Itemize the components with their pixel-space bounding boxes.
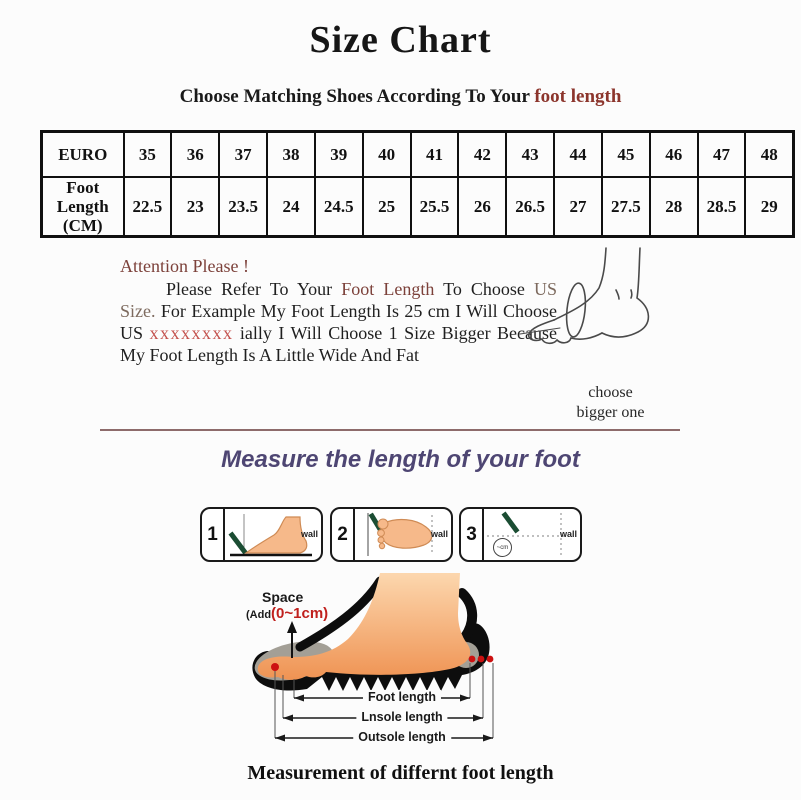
step-number: 1 xyxy=(202,509,225,560)
euro-header: EURO xyxy=(40,130,125,178)
euro-cell: 35 xyxy=(122,130,173,178)
measure-step-3: 3 ~cm wall xyxy=(459,507,582,562)
step-number: 3 xyxy=(461,509,484,560)
step-1-illustration xyxy=(228,514,312,557)
choose-note-line2: bigger one xyxy=(576,404,645,421)
step-2-illustration xyxy=(367,512,433,556)
measure-step-1: 1 wall xyxy=(200,507,323,562)
wall-label: wall xyxy=(300,529,318,540)
wall-label: wall xyxy=(430,529,448,540)
euro-cell: 43 xyxy=(505,130,556,178)
cm-cell: 22.5 xyxy=(122,176,173,238)
cm-cell: 25.5 xyxy=(409,176,460,238)
size-chart-table: EURO 35 36 37 38 39 40 41 42 43 44 45 46… xyxy=(40,130,795,239)
cm-cell: 26.5 xyxy=(505,176,556,238)
cm-cell: 27.5 xyxy=(600,176,651,238)
attention-paragraph: Please Refer To Your Foot Length To Choo… xyxy=(120,278,557,366)
attention-us-size: US Size. xyxy=(120,279,558,321)
euro-cell: 45 xyxy=(600,130,651,178)
choose-note-line1: choose xyxy=(588,384,633,401)
cm-cell: 26 xyxy=(457,176,508,238)
foot-sketch-illustration xyxy=(519,247,650,345)
measure-step-2: 2 wall xyxy=(330,507,453,562)
space-label: Space xyxy=(262,589,304,605)
subtitle-highlight: foot length xyxy=(534,86,622,107)
cm-cell: 23.5 xyxy=(218,176,269,238)
table-row-euro: EURO 35 36 37 38 39 40 41 42 43 44 45 46… xyxy=(40,130,795,178)
foot-length-header: Foot Length (CM) xyxy=(40,176,125,238)
euro-cell: 48 xyxy=(744,130,795,178)
attention-text: For Example My Foot Length Is 25 cm I Wi… xyxy=(120,301,557,343)
foot-measurement-diagram: Space (Add(0~1cm) Foot length Lnsole len… xyxy=(222,573,582,765)
foot-length-label: Foot length xyxy=(362,690,442,704)
table-row-foot-length: Foot Length (CM) 22.5 23 23.5 24 24.5 25… xyxy=(40,176,795,238)
attention-text: Please Refer To Your xyxy=(166,279,342,299)
subtitle: Choose Matching Shoes According To Your … xyxy=(0,86,801,108)
cm-cell: 27 xyxy=(553,176,603,238)
cm-circle: ~cm xyxy=(493,538,512,557)
attention-text: ially I Will Choose 1 Size Bigger Becaus… xyxy=(120,323,557,365)
cm-cell: 25 xyxy=(361,176,412,238)
euro-cell: 41 xyxy=(409,130,460,178)
shoe-diagram-illustration xyxy=(252,573,494,742)
step-3-illustration xyxy=(487,511,565,556)
attention-title: Attention Please ! xyxy=(120,256,249,276)
cm-cell: 24 xyxy=(266,176,316,238)
choose-bigger-note: choose bigger one xyxy=(543,383,678,423)
space-add-label: (Add(0~1cm) xyxy=(246,605,328,622)
euro-cell: 36 xyxy=(170,130,221,178)
cm-cell: 28 xyxy=(648,176,699,238)
subtitle-text: Choose Matching Shoes According To Your xyxy=(179,86,535,107)
step-number: 2 xyxy=(332,509,355,560)
euro-cell: 44 xyxy=(553,130,603,178)
euro-cell: 46 xyxy=(648,130,699,178)
insole-length-label: Lnsole length xyxy=(356,710,448,724)
euro-cell: 38 xyxy=(266,130,316,178)
euro-cell: 47 xyxy=(696,130,747,178)
add-value: (0~1cm) xyxy=(271,605,329,622)
cm-cell: 23 xyxy=(170,176,221,238)
section-divider xyxy=(100,429,680,431)
attention-block: Attention Please ! Please Refer To Your … xyxy=(120,255,557,366)
euro-cell: 42 xyxy=(457,130,508,178)
attention-foot-length: Foot Length xyxy=(341,279,435,299)
euro-cell: 37 xyxy=(218,130,269,178)
page-title: Size Chart xyxy=(309,19,492,61)
wall-label: wall xyxy=(559,529,577,540)
add-text: (Add xyxy=(246,609,272,621)
cm-cell: 28.5 xyxy=(696,176,747,238)
cm-cell: 24.5 xyxy=(313,176,364,238)
outsole-length-label: Outsole length xyxy=(353,730,451,744)
attention-text: To Choose xyxy=(434,279,534,299)
attention-censored: xxxxxxxx xyxy=(149,323,234,343)
measure-heading: Measure the length of your foot xyxy=(221,446,580,473)
bottom-caption: Measurement of differnt foot length xyxy=(247,762,554,784)
euro-cell: 39 xyxy=(313,130,364,178)
cm-cell: 29 xyxy=(744,176,795,238)
euro-cell: 40 xyxy=(361,130,412,178)
